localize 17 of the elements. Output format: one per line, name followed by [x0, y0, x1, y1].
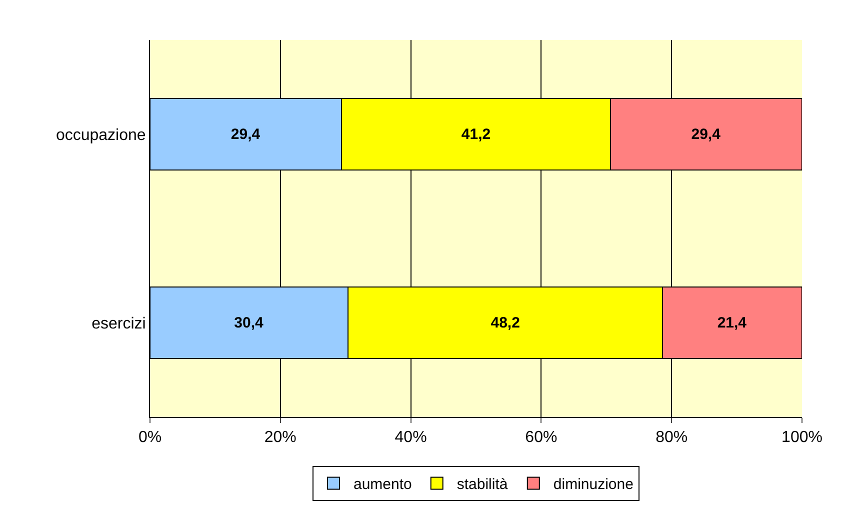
x-tick-label: 0% [138, 429, 162, 446]
x-tick-label: 100% [782, 429, 822, 446]
y-tick-label: occupazione [56, 126, 146, 144]
data-label: 29,4 [230, 126, 261, 143]
legend-label: stabilità [456, 476, 508, 494]
x-tick-label: 60% [525, 429, 558, 446]
data-label: 29,4 [691, 126, 722, 143]
data-label: 48,2 [490, 314, 520, 332]
data-label: 30,4 [234, 314, 264, 332]
data-label: 41,2 [461, 126, 491, 143]
x-tick-label: 40% [394, 429, 427, 446]
y-tick-label: esercizi [92, 315, 146, 332]
legend-label: aumento [354, 476, 412, 494]
data-label: 21,4 [717, 314, 748, 332]
x-tick-label: 20% [264, 429, 296, 446]
x-tick-label: 80% [656, 429, 688, 446]
legend-label: diminuzione [553, 476, 634, 494]
